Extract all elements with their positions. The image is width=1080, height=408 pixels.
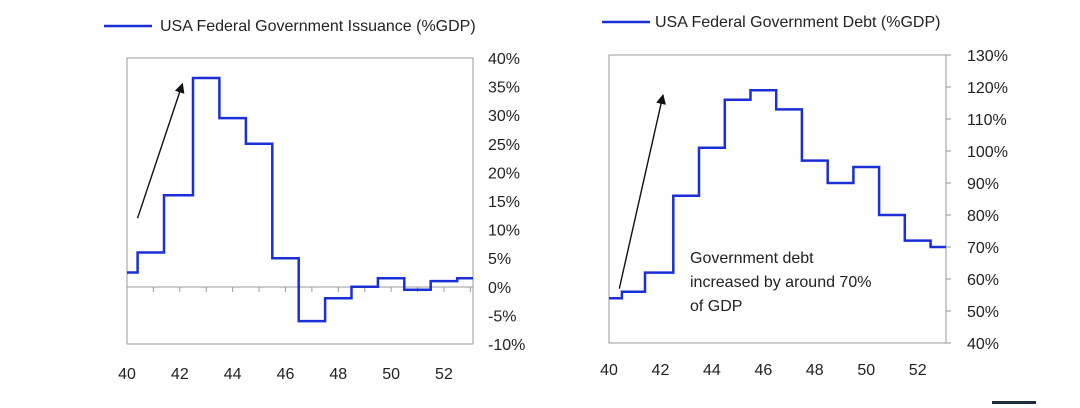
y-tick-label: 130%	[967, 48, 1008, 65]
x-tick-label: 48	[806, 362, 824, 379]
y-tick-label: 25%	[488, 137, 520, 154]
series-line-debt	[609, 88, 946, 300]
legend-label: USA Federal Government Issuance (%GDP)	[160, 18, 476, 35]
x-tick-label: 50	[857, 362, 875, 379]
debt-chart: USA Federal Government Debt (%GDP) 130%1…	[600, 14, 1008, 379]
legend-label: USA Federal Government Debt (%GDP)	[655, 14, 940, 31]
y-tick-label: 70%	[967, 240, 999, 257]
x-tick-label: 40	[118, 366, 136, 383]
x-tick-label: 50	[382, 366, 400, 383]
trend-arrow	[136, 82, 185, 219]
annotation-line-3: of GDP	[690, 298, 742, 315]
y-tick-label: 5%	[488, 251, 511, 268]
plot-frame	[126, 57, 474, 345]
y-tick-label: -5%	[488, 308, 516, 325]
y-tick-label: 40%	[967, 336, 999, 353]
y-tick-label: -10%	[488, 337, 525, 354]
x-tick-label: 46	[277, 366, 295, 383]
y-tick-label: 10%	[488, 223, 520, 240]
annotation-line-2: increased by around 70%	[690, 274, 871, 291]
y-tick-label: 20%	[488, 165, 520, 182]
x-axis-tick-labels: 40 42 44 46 48 50 52	[600, 362, 927, 379]
y-tick-label: 60%	[967, 272, 999, 289]
y-axis-tick-labels: 40% 35% 30% 25% 20% 15% 10% 5% 0% -5% -10%	[488, 51, 525, 354]
x-tick-label: 42	[171, 366, 189, 383]
y-tick-label: 15%	[488, 194, 520, 211]
y-tick-label: 35%	[488, 80, 520, 97]
y-axis-tick-labels: 130% 120% 110% 100% 90% 80% 70% 60% 50% 40%	[967, 48, 1008, 353]
y-axis-ticks	[946, 54, 951, 344]
y-tick-label: 0%	[488, 280, 511, 297]
corner-mark	[992, 401, 1036, 404]
series-line-issuance	[127, 76, 473, 323]
x-tick-label: 44	[703, 362, 721, 379]
y-tick-label: 30%	[488, 108, 520, 125]
y-tick-label: 100%	[967, 144, 1008, 161]
x-tick-label: 46	[754, 362, 772, 379]
annotation-line-1: Government debt	[690, 250, 814, 267]
y-tick-label: 80%	[967, 208, 999, 225]
y-tick-label: 110%	[967, 112, 1007, 129]
x-tick-label: 42	[652, 362, 670, 379]
y-tick-label: 120%	[967, 80, 1008, 97]
x-tick-label: 52	[909, 362, 927, 379]
plot-frame	[608, 54, 947, 344]
x-tick-label: 40	[600, 362, 618, 379]
y-tick-label: 40%	[488, 51, 520, 68]
x-tick-label: 48	[329, 366, 347, 383]
y-tick-label: 50%	[967, 304, 999, 321]
annotation-text: Government debt increased by around 70% …	[690, 250, 876, 315]
x-tick-label: 52	[435, 366, 453, 383]
trend-arrow	[618, 94, 666, 289]
issuance-chart: USA Federal Government Issuance (%GDP) 4…	[104, 18, 525, 383]
y-tick-label: 90%	[967, 176, 999, 193]
x-tick-label: 44	[224, 366, 242, 383]
x-axis-tick-labels: 40 42 44 46 48 50 52	[118, 366, 453, 383]
